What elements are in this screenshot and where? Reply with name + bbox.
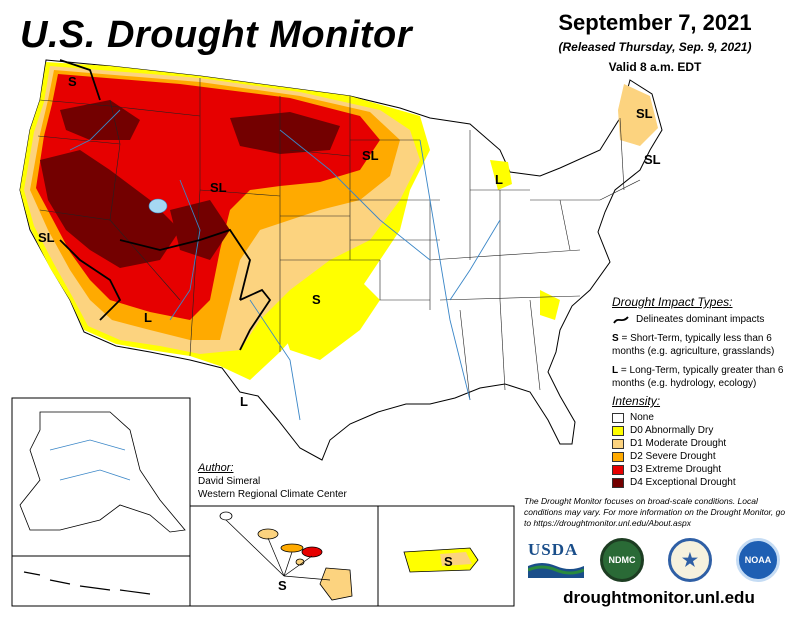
delineation-line-icon (613, 315, 629, 324)
legend-swatch (612, 477, 624, 488)
d1-region-ne (618, 84, 658, 146)
noaa-logo: NOAA (736, 538, 780, 582)
aleutian-inset-frame (11, 555, 191, 607)
d0-region-mi (490, 160, 512, 190)
d4-region-ca-nv (40, 150, 180, 268)
legend-swatch (612, 451, 624, 462)
label-s-hi: S (278, 578, 287, 593)
legend-label: D2 Severe Drought (630, 451, 716, 462)
release-date: (Released Thursday, Sep. 9, 2021) (558, 40, 752, 54)
short-term-note: S = Short-Term, typically less than 6 mo… (612, 332, 796, 358)
impact-types-heading: Drought Impact Types: (612, 295, 733, 309)
label-s-pnw: S (68, 74, 77, 89)
hawaii-pointer-lines (225, 519, 331, 581)
intensity-heading: Intensity: (612, 394, 661, 408)
legend-item: None (612, 411, 796, 424)
legend-swatch (612, 438, 624, 449)
label-l-nm: L (240, 394, 248, 409)
legend-label: None (630, 412, 654, 423)
long-term-note: L = Long-Term, typically greater than 6 … (612, 364, 796, 390)
hawaii-islands (219, 511, 353, 601)
label-sl-mn: SL (362, 148, 379, 163)
date-block: September 7, 2021 (Released Thursday, Se… (520, 10, 790, 74)
commerce-seal-icon: ★ (668, 538, 712, 582)
great-salt-lake (148, 198, 168, 214)
usda-logo-text: USDA (528, 540, 579, 559)
legend-item: D0 Abnormally Dry (612, 424, 796, 437)
impact-types-panel: Drought Impact Types: Delineates dominan… (612, 296, 796, 396)
delineation-text: Delineates dominant impacts (636, 314, 765, 325)
map-title: U.S. Drought Monitor (20, 14, 413, 56)
website-url[interactable]: droughtmonitor.unl.edu (563, 588, 755, 607)
alaska-shape (19, 411, 186, 533)
legend-item: D4 Exceptional Drought (612, 476, 796, 489)
legend-label: D3 Extreme Drought (630, 464, 722, 475)
author-block: Author: David Simeral Western Regional C… (198, 462, 347, 501)
legend-label: D1 Moderate Drought (630, 438, 727, 449)
valid-time: Valid 8 a.m. EDT (608, 60, 702, 74)
usda-waves-icon (527, 563, 585, 578)
puerto-rico-d1 (440, 552, 472, 566)
legend-swatch (612, 412, 624, 423)
legend-item: D2 Severe Drought (612, 450, 796, 463)
long-term-key: L (612, 365, 619, 376)
ndmc-logo: NDMC (600, 538, 644, 582)
label-sl-me: SL (636, 106, 653, 121)
short-term-text: = Short-Term, typically less than 6 mont… (612, 333, 775, 357)
intensity-legend: Intensity: None D0 Abnormally Dry D1 Mod… (612, 394, 796, 489)
label-s-pr: S (444, 554, 453, 569)
delineation-row: Delineates dominant impacts (612, 313, 796, 326)
long-term-text: = Long-Term, typically greater than 6 mo… (612, 365, 784, 389)
label-s-tx: S (312, 292, 321, 307)
focus-note: The Drought Monitor focuses on broad-sca… (524, 496, 786, 528)
d0-region-plains (280, 260, 380, 360)
map-date: September 7, 2021 (558, 10, 752, 35)
legend-label: D0 Abnormally Dry (630, 425, 714, 436)
label-sl-ne: SL (644, 152, 661, 167)
d4-region-mt-nd (230, 112, 340, 154)
legend-item: D3 Extreme Drought (612, 463, 796, 476)
partner-logos: USDA NDMC ★ NOAA (527, 538, 794, 586)
legend-label: D4 Exceptional Drought (630, 477, 736, 488)
aleutian-islands (23, 571, 151, 595)
d0-region-southeast (540, 290, 560, 320)
author-org: Western Regional Climate Center (198, 489, 347, 500)
alaska-rivers (49, 439, 131, 481)
impact-lines (59, 59, 272, 351)
author-heading: Author: (198, 462, 234, 474)
label-l-mi: L (495, 172, 503, 187)
label-sl-mt: SL (210, 180, 227, 195)
label-sl-ca: SL (38, 230, 55, 245)
rivers (69, 109, 501, 421)
legend-swatch (612, 425, 624, 436)
legend-swatch (612, 464, 624, 475)
short-term-key: S (612, 333, 619, 344)
state-boundaries (37, 78, 641, 401)
legend-item: D1 Moderate Drought (612, 437, 796, 450)
author-name: David Simeral (198, 476, 261, 487)
label-l-az: L (144, 310, 152, 325)
usda-logo: USDA (527, 540, 585, 582)
